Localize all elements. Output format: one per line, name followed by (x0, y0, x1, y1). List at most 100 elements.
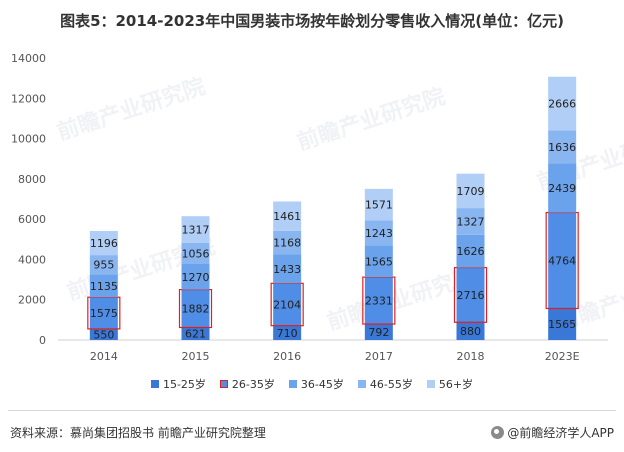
bar-segment (548, 212, 577, 309)
bar-segment (456, 322, 485, 340)
legend-swatch (426, 380, 435, 388)
footer-divider (8, 410, 616, 411)
legend-item: 36-45岁 (288, 376, 344, 392)
bar-segment (364, 220, 393, 246)
bar-segment (181, 242, 210, 265)
data-label: 1571 (365, 199, 393, 212)
y-tick-label: 2000 (18, 294, 46, 307)
data-label: 1636 (548, 141, 576, 154)
y-tick-label: 4000 (18, 253, 46, 266)
y-tick-label: 10000 (11, 133, 46, 146)
highlight-box (362, 276, 396, 325)
bar-segment (548, 163, 577, 213)
brand-logo-icon (491, 426, 505, 439)
legend-label: 46-55岁 (369, 378, 413, 391)
data-label: 1709 (457, 185, 485, 198)
data-label: 1270 (182, 271, 210, 284)
legend-item: 46-55岁 (357, 376, 413, 392)
x-tick-label: 2016 (273, 350, 301, 363)
bar-segment (548, 308, 577, 340)
data-label: 2104 (273, 299, 301, 312)
data-label: 1056 (182, 247, 210, 260)
data-label: 1575 (90, 307, 118, 320)
data-label: 2716 (457, 289, 485, 302)
bar-segment (181, 327, 210, 340)
x-tick-label: 2023E (545, 350, 580, 363)
data-label: 550 (93, 328, 114, 341)
legend-item: 56+岁 (426, 376, 474, 392)
data-label: 2666 (548, 98, 576, 111)
bar-segment (456, 208, 485, 235)
bar-segment (364, 277, 393, 325)
y-tick-label: 6000 (18, 213, 46, 226)
legend-swatch (150, 380, 159, 388)
data-label: 1565 (548, 318, 576, 331)
x-tick-label: 2015 (182, 350, 210, 363)
chart-legend: 15-25岁 26-35岁 36-45岁 46-55岁 56+岁 (0, 376, 624, 392)
data-label: 4764 (548, 254, 576, 267)
legend-label: 56+岁 (438, 378, 474, 391)
x-tick-label: 2017 (365, 350, 393, 363)
bar-segment (364, 188, 393, 221)
bar-segment (364, 324, 393, 340)
bar-segment (89, 231, 118, 256)
data-label: 1882 (182, 303, 210, 316)
watermark-text: 前瞻产业研究院 (54, 73, 209, 145)
data-label: 1433 (273, 263, 301, 276)
bar-segment (181, 216, 210, 243)
y-tick-label: 8000 (18, 173, 46, 186)
brand-credit: @前瞻经济学人APP (491, 424, 614, 441)
legend-item: 26-35岁 (219, 376, 275, 392)
x-tick-label: 2018 (457, 350, 485, 363)
bar-segment (89, 297, 118, 329)
watermark-text: 前瞻产业研究院 (294, 83, 449, 155)
bar-segment (273, 254, 302, 284)
bar-segment (89, 328, 118, 340)
data-label: 1626 (457, 245, 485, 258)
legend-swatch (219, 380, 228, 388)
legend-item: 15-25岁 (150, 376, 206, 392)
legend-label: 15-25岁 (162, 378, 206, 391)
bar-segment (548, 76, 577, 131)
bar-segment (456, 234, 485, 268)
legend-label: 36-45岁 (300, 378, 344, 391)
y-tick-label: 12000 (11, 92, 46, 105)
data-label: 2331 (365, 295, 393, 308)
data-label: 880 (460, 325, 481, 338)
data-label: 621 (185, 328, 206, 341)
bar-segment (273, 201, 302, 231)
data-label: 1196 (90, 237, 118, 250)
bar-segment (273, 283, 302, 326)
data-label: 2439 (548, 182, 576, 195)
bar-segment (456, 267, 485, 323)
data-label: 1317 (182, 223, 210, 236)
brand-text: @前瞻经济学人APP (507, 426, 614, 440)
data-label: 1168 (273, 237, 301, 250)
data-label: 1327 (457, 215, 485, 228)
data-label: 1565 (365, 255, 393, 268)
data-label: 1461 (273, 210, 301, 223)
bar-segment (89, 274, 118, 298)
watermark-text: 前瞻产业研究院 (324, 263, 479, 335)
legend-swatch (288, 380, 297, 388)
data-label: 955 (93, 259, 114, 272)
bar-segment (181, 264, 210, 290)
y-tick-label: 14000 (11, 52, 46, 65)
y-tick-label: 0 (39, 334, 46, 347)
bar-segment (89, 255, 118, 275)
bar-segment (548, 130, 577, 164)
bar-segment (273, 230, 302, 255)
legend-label: 26-35岁 (231, 378, 275, 391)
data-label: 1243 (365, 227, 393, 240)
bar-segment (364, 245, 393, 278)
legend-swatch (357, 380, 366, 388)
data-label: 1135 (90, 280, 118, 293)
bar-segment (273, 325, 302, 340)
x-tick-label: 2014 (90, 350, 118, 363)
bar-segment (456, 173, 485, 209)
bar-segment (181, 289, 210, 328)
chart-title: 图表5：2014-2023年中国男装市场按年龄划分零售收入情况(单位：亿元) (60, 12, 564, 30)
source-note: 资料来源：慕尚集团招股书 前瞻产业研究院整理 (10, 426, 266, 440)
data-label: 792 (368, 326, 389, 339)
